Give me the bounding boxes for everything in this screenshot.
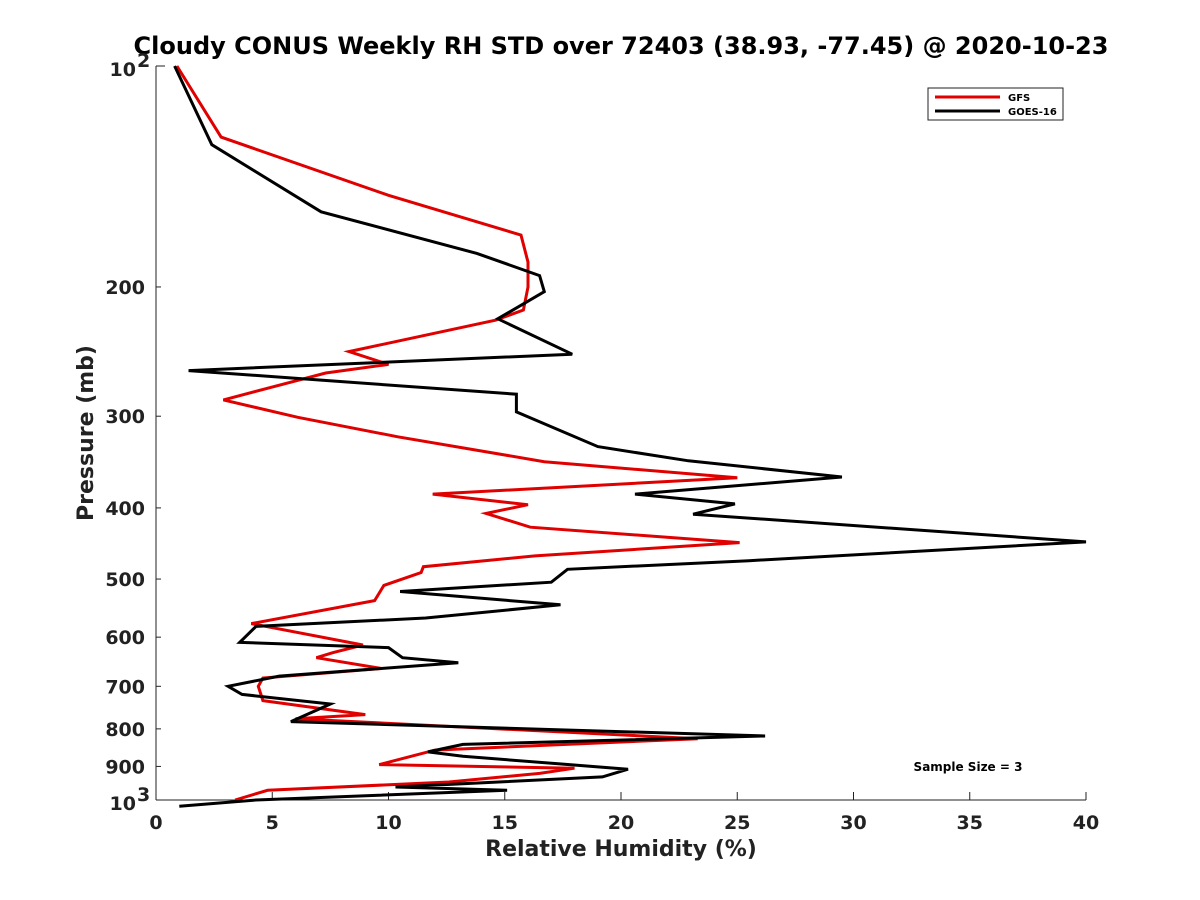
y-tick-label-200: 200: [105, 277, 145, 299]
y-tick-label-800: 800: [105, 719, 145, 741]
series-line-goes-16: [173, 65, 1087, 808]
legend-box: [927, 87, 1064, 121]
y-tick-label-500: 500: [105, 569, 145, 591]
y-axis-label: Pressure (mb): [74, 345, 99, 521]
x-tick-label-25: 25: [724, 812, 750, 834]
y-major-tick-exp-1000: 3: [137, 784, 150, 806]
y-tick-label-400: 400: [105, 498, 145, 520]
x-tick-label-20: 20: [608, 812, 634, 834]
legend-label-goes-16: GOES-16: [1008, 107, 1057, 118]
x-tick-label-5: 5: [266, 812, 279, 834]
x-tick-label-0: 0: [149, 812, 162, 834]
plot-area: 0 5 10 15 20 25 30 35 40 200 300 400 500 600 700 800 900…: [105, 50, 1099, 834]
series-line-gfs: [175, 65, 740, 802]
y-major-tick-base-1000: 10: [110, 793, 136, 815]
y-tick-label-600: 600: [105, 627, 145, 649]
x-tick-label-10: 10: [375, 812, 401, 834]
x-axis-label: Relative Humidity (%): [485, 837, 757, 862]
y-tick-label-700: 700: [105, 676, 145, 698]
x-tick-label-15: 15: [492, 812, 518, 834]
y-tick-label-900: 900: [105, 756, 145, 778]
y-major-tick-base-100: 10: [110, 59, 136, 81]
legend-label-gfs: GFS: [1008, 93, 1030, 104]
y-major-tick-exp-100: 2: [137, 50, 150, 72]
x-tick-label-30: 30: [840, 812, 866, 834]
x-tick-label-35: 35: [957, 812, 983, 834]
x-tick-label-40: 40: [1073, 812, 1099, 834]
sample-size-annotation: Sample Size = 3: [914, 760, 1023, 774]
y-tick-label-300: 300: [105, 406, 145, 428]
chart-title: Cloudy CONUS Weekly RH STD over 72403 (3…: [134, 32, 1109, 60]
